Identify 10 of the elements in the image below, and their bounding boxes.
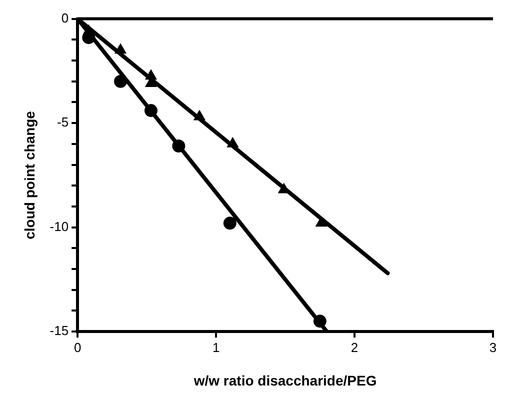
x-tick-label: 2 xyxy=(350,340,358,355)
y-tick-label: -10 xyxy=(50,218,69,234)
x-tick-label: 3 xyxy=(489,340,497,355)
x-tick-label: 1 xyxy=(212,340,220,355)
y-tick-label: 0 xyxy=(61,10,69,26)
x-axis-title: w/w ratio disaccharide/PEG xyxy=(192,372,377,388)
y-tick-label: -15 xyxy=(50,323,69,338)
y-axis-title: cloud point change xyxy=(21,110,38,240)
y-tick-label: -5 xyxy=(57,114,69,130)
x-tick-label: 0 xyxy=(74,340,82,355)
